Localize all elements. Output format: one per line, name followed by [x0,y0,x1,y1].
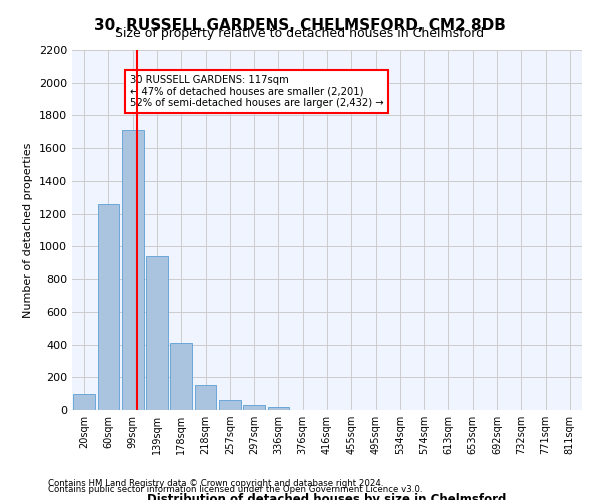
Bar [219,400,241,410]
Bar [268,406,289,410]
Bar [194,386,217,410]
Text: Contains HM Land Registry data © Crown copyright and database right 2024.: Contains HM Land Registry data © Crown c… [48,478,383,488]
Bar [170,343,192,410]
Text: 30 RUSSELL GARDENS: 117sqm
← 47% of detached houses are smaller (2,201)
52% of s: 30 RUSSELL GARDENS: 117sqm ← 47% of deta… [130,74,383,108]
Bar [243,405,265,410]
X-axis label: Distribution of detached houses by size in Chelmsford: Distribution of detached houses by size … [148,493,506,500]
Text: Size of property relative to detached houses in Chelmsford: Size of property relative to detached ho… [115,28,485,40]
Y-axis label: Number of detached properties: Number of detached properties [23,142,34,318]
Bar [97,204,119,410]
Text: 30, RUSSELL GARDENS, CHELMSFORD, CM2 8DB: 30, RUSSELL GARDENS, CHELMSFORD, CM2 8DB [94,18,506,32]
Bar [122,130,143,410]
Bar [146,256,168,410]
Text: Contains public sector information licensed under the Open Government Licence v3: Contains public sector information licen… [48,485,422,494]
Bar [73,394,95,410]
